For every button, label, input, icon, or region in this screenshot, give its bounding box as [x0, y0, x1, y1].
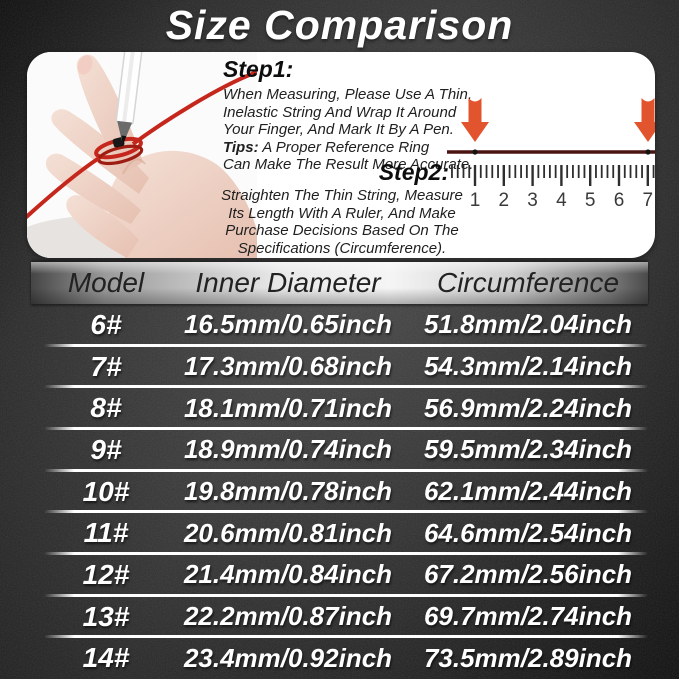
model-cell: 6#: [90, 308, 122, 340]
header-circumference: Circumference: [436, 267, 620, 298]
page-title: Size Comparison: [165, 2, 514, 48]
inner-diameter-cell: 17.3mm/0.68inch: [183, 351, 393, 381]
inner-diameter-cell: 18.9mm/0.74inch: [183, 434, 393, 465]
row-divider: [44, 510, 648, 514]
model-cell: 7#: [90, 350, 122, 382]
row-divider: [44, 343, 648, 347]
step1-heading: Step1:: [223, 56, 294, 82]
row-divider: [44, 385, 648, 389]
table-row: 8# 18.1mm/0.71inch 56.9mm/2.24inch: [30, 387, 662, 429]
svg-text:4: 4: [556, 190, 567, 211]
inner-diameter-cell: 22.2mm/0.87inch: [183, 601, 393, 632]
inner-diameter-cell: 19.8mm/0.78inch: [183, 476, 393, 507]
circumference-cell: 69.7mm/2.74inch: [423, 601, 633, 632]
step2-body: Straighten The Thin String, Measure Its …: [221, 187, 463, 257]
svg-text:3: 3: [527, 190, 538, 211]
model-cell: 14#: [82, 642, 130, 674]
model-cell: 8#: [90, 392, 122, 424]
model-cell: 11#: [83, 517, 129, 549]
step2-heading: Step2:: [378, 159, 449, 185]
row-divider: [44, 552, 648, 556]
svg-text:2: 2: [499, 190, 510, 211]
size-table: 6# 16.5mm/0.65inch 51.8mm/2.04inch 7# 17…: [30, 304, 662, 679]
table-row: 10# 19.8mm/0.78inch 62.1mm/2.44inch: [30, 471, 662, 513]
circumference-cell: 56.9mm/2.24inch: [423, 392, 633, 423]
circumference-cell: 54.3mm/2.14inch: [423, 351, 633, 381]
model-cell: 12#: [82, 558, 130, 590]
svg-text:7: 7: [643, 190, 654, 211]
svg-text:5: 5: [585, 190, 596, 211]
svg-text:6: 6: [614, 190, 625, 211]
inner-diameter-cell: 16.5mm/0.65inch: [183, 309, 393, 340]
table-row: 9# 18.9mm/0.74inch 59.5mm/2.34inch: [30, 429, 662, 471]
model-cell: 9#: [90, 433, 122, 465]
header-model: Model: [67, 267, 145, 298]
row-divider: [44, 468, 648, 472]
circumference-cell: 67.2mm/2.56inch: [423, 559, 633, 590]
inner-diameter-cell: 18.1mm/0.71inch: [183, 392, 393, 423]
instruction-panel: Step1: When Measuring, Please Use A Thin…: [27, 52, 655, 258]
down-arrow-icon: [634, 98, 655, 142]
circumference-cell: 62.1mm/2.44inch: [423, 476, 633, 507]
string-mark-right: [645, 149, 651, 155]
inner-diameter-cell: 20.6mm/0.81inch: [183, 517, 393, 548]
row-divider: [44, 427, 648, 431]
step1-body: When Measuring, Please Use A Thin, Inela…: [223, 86, 473, 138]
circumference-cell: 51.8mm/2.04inch: [423, 309, 633, 340]
table-row: 7# 17.3mm/0.68inch 54.3mm/2.14inch: [30, 346, 662, 388]
table-row: 14# 23.4mm/0.92inch 73.5mm/2.89inch: [30, 637, 662, 679]
circumference-cell: 73.5mm/2.89inch: [423, 642, 633, 673]
tips-label: Tips:: [223, 138, 259, 156]
table-row: 12# 21.4mm/0.84inch 67.2mm/2.56inch: [30, 554, 662, 596]
table-row: 11# 20.6mm/0.81inch 64.6mm/2.54inch: [30, 512, 662, 554]
circumference-cell: 59.5mm/2.34inch: [423, 434, 633, 465]
model-cell: 13#: [82, 600, 130, 632]
table-header: Model Inner Diameter Circumference: [31, 262, 648, 304]
step1-block: Step1: When Measuring, Please Use A Thin…: [223, 56, 475, 174]
row-divider: [44, 635, 648, 639]
down-arrow-icon: [461, 98, 489, 142]
ruler-ticks: [451, 165, 655, 186]
model-cell: 10#: [82, 475, 130, 507]
inner-diameter-cell: 23.4mm/0.92inch: [183, 642, 393, 673]
row-divider: [44, 593, 648, 597]
header-inner-diameter: Inner Diameter: [195, 267, 381, 298]
svg-text:1: 1: [470, 190, 481, 211]
string-mark-left: [472, 149, 478, 155]
inner-diameter-cell: 21.4mm/0.84inch: [183, 559, 393, 590]
table-row: 6# 16.5mm/0.65inch 51.8mm/2.04inch: [30, 304, 662, 346]
circumference-cell: 64.6mm/2.54inch: [423, 517, 633, 548]
table-row: 13# 22.2mm/0.87inch 69.7mm/2.74inch: [30, 596, 662, 638]
